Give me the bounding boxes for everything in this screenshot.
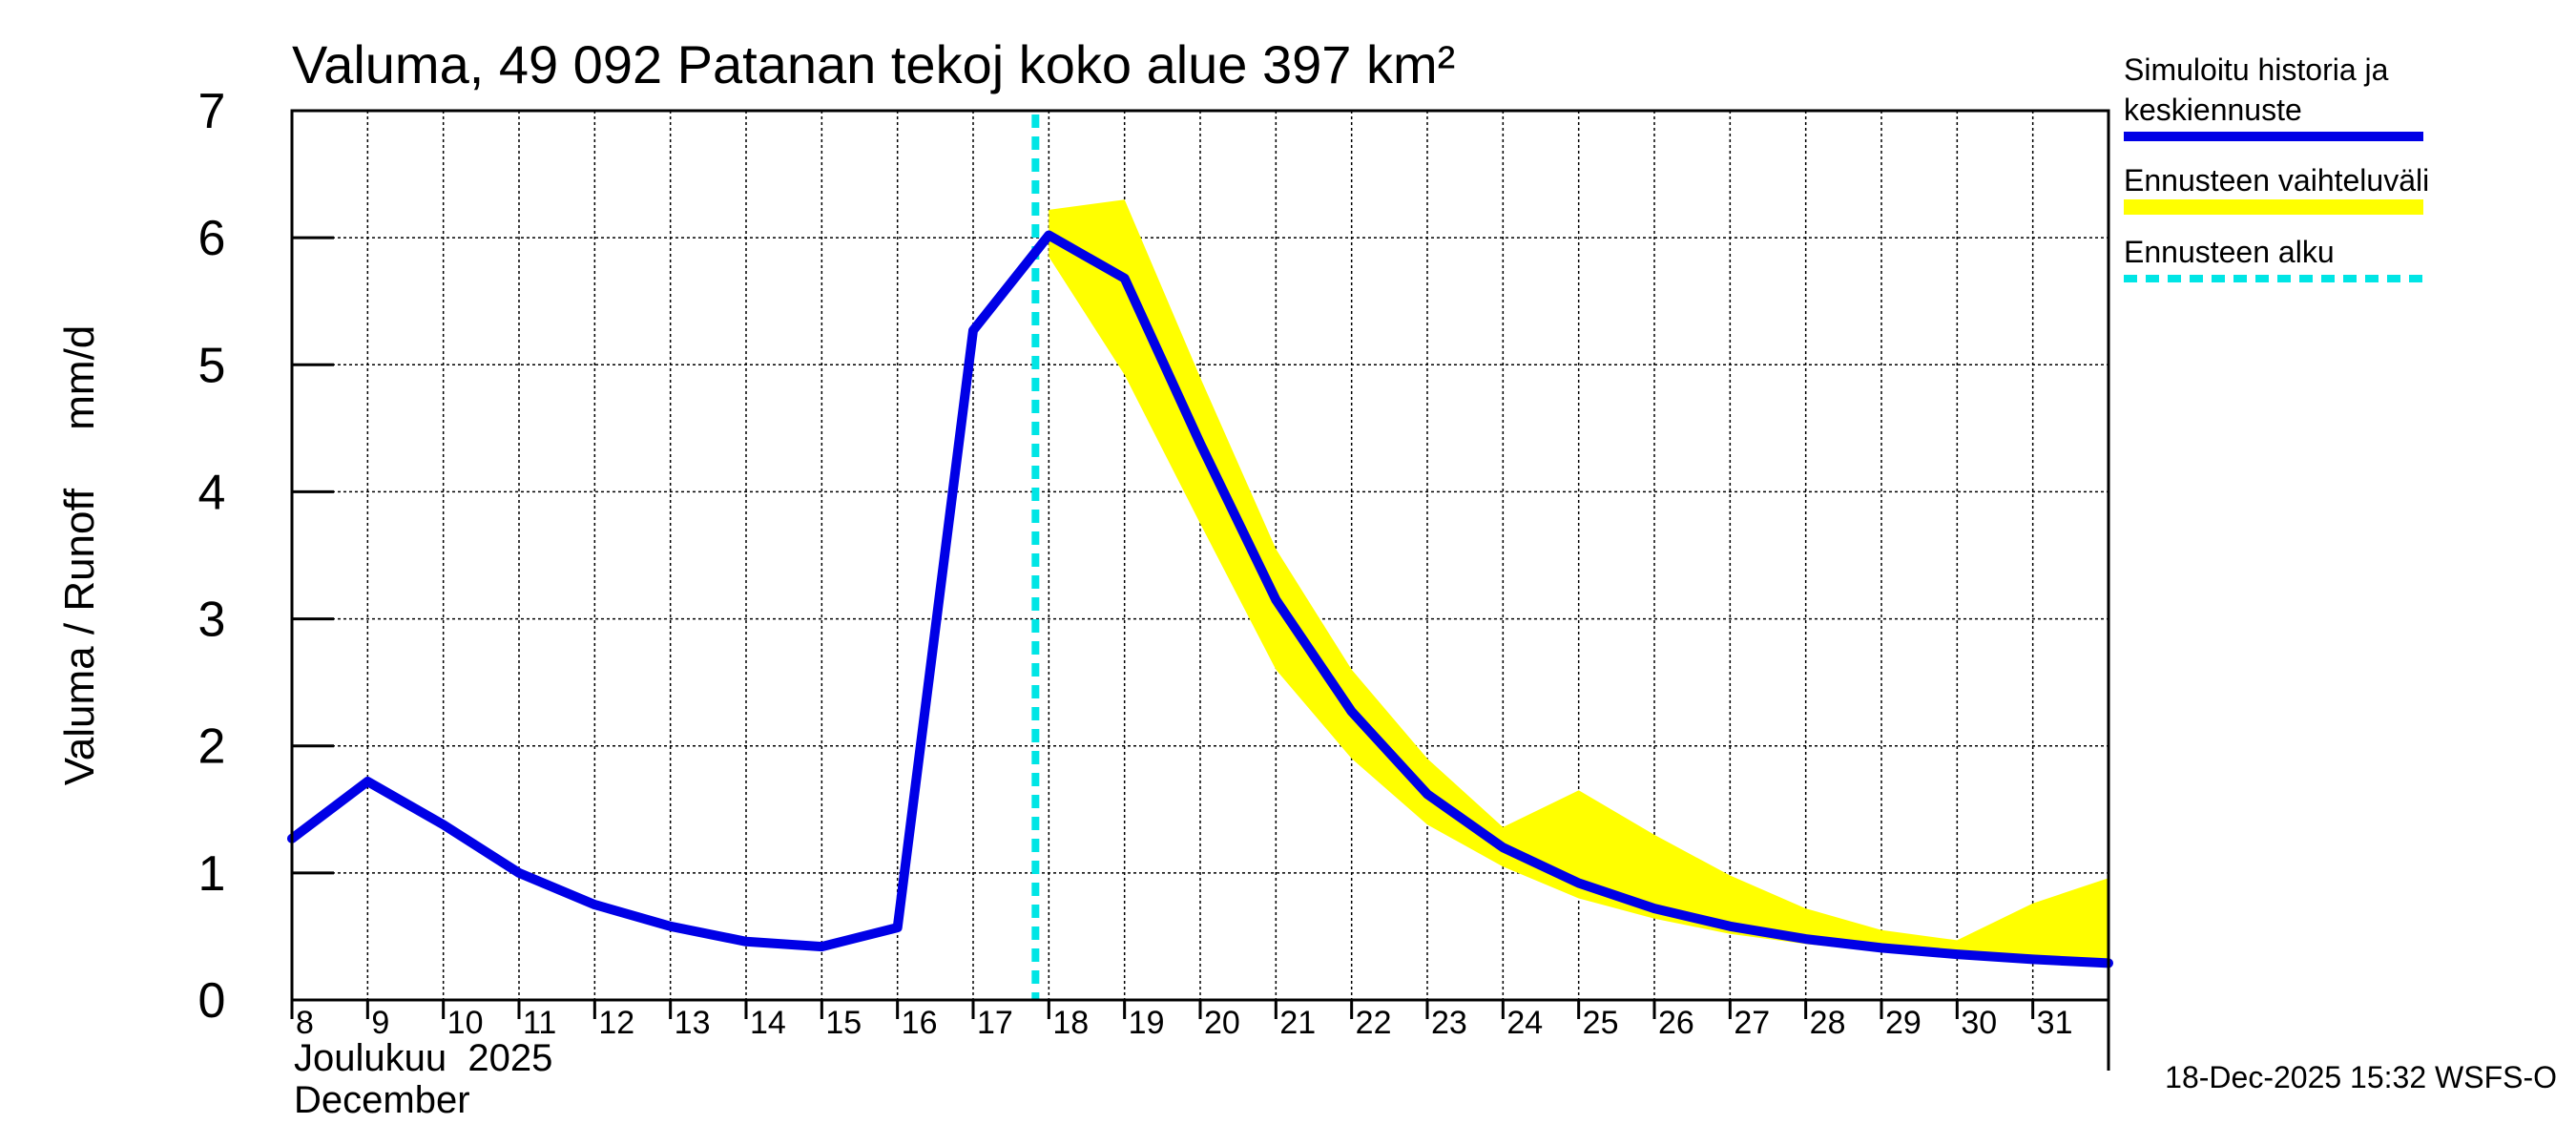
x-tick-label: 26 xyxy=(1658,1005,1694,1041)
x-tick-label: 13 xyxy=(675,1005,711,1041)
x-tick-label: 27 xyxy=(1734,1005,1770,1041)
y-axis-label: Valuma / Runoff mm/d xyxy=(56,325,103,786)
legend-label-simulated-line2: keskiennuste xyxy=(2124,93,2302,127)
x-tick-label: 31 xyxy=(2037,1005,2073,1041)
legend-label-forecast-start: Ennusteen alku xyxy=(2124,235,2335,269)
x-tick-label: 18 xyxy=(1052,1005,1089,1041)
x-tick-label: 9 xyxy=(371,1005,389,1041)
x-tick-label: 30 xyxy=(1961,1005,1997,1041)
footer-timestamp: 18-Dec-2025 15:32 WSFS-O xyxy=(2165,1060,2557,1094)
month-label-en: December xyxy=(294,1079,470,1121)
x-tick-label: 16 xyxy=(902,1005,938,1041)
x-tick-label: 8 xyxy=(296,1005,314,1041)
legend: Simuloitu historia ja keskiennuste Ennus… xyxy=(2124,52,2429,282)
y-tick-label: 3 xyxy=(198,593,226,648)
x-tick-label: 22 xyxy=(1356,1005,1392,1041)
y-tick-label: 0 xyxy=(198,973,226,1029)
x-tick-label: 11 xyxy=(523,1005,556,1041)
x-axis: 8 9 10 11 12 13 14 15 16 17 18 19 20 21 22 23 24 25 26 27 28… xyxy=(290,1000,2110,1071)
x-tick-label: 12 xyxy=(598,1005,634,1041)
y-tick-label: 7 xyxy=(198,84,226,139)
x-tick-label: 28 xyxy=(1810,1005,1846,1041)
x-tick-label: 29 xyxy=(1885,1005,1922,1041)
x-tick-label: 24 xyxy=(1506,1005,1543,1041)
y-tick-label: 4 xyxy=(198,465,226,520)
y-tick-label: 1 xyxy=(198,846,226,902)
x-tick-label: 15 xyxy=(825,1005,862,1041)
chart-title: Valuma, 49 092 Patanan tekoj koko alue 3… xyxy=(292,34,1455,94)
y-tick-label: 2 xyxy=(198,719,226,775)
x-tick-label: 17 xyxy=(977,1005,1013,1041)
y-tick-label: 6 xyxy=(198,211,226,266)
forecast-range-band xyxy=(1049,199,2109,965)
legend-label-range: Ennusteen vaihteluväli xyxy=(2124,163,2429,198)
x-tick-label: 10 xyxy=(447,1005,484,1041)
series-line-simulated xyxy=(287,230,2113,968)
x-tick-label: 20 xyxy=(1204,1005,1240,1041)
y-axis: 0 1 2 3 4 5 6 7 xyxy=(198,84,334,1029)
x-tick-label: 25 xyxy=(1583,1005,1619,1041)
month-label-fi: Joulukuu 2025 xyxy=(294,1037,552,1079)
x-tick-label: 23 xyxy=(1431,1005,1467,1041)
y-tick-label: 5 xyxy=(198,338,226,393)
legend-label-simulated-line1: Simuloitu historia ja xyxy=(2124,52,2389,87)
x-tick-label: 21 xyxy=(1279,1005,1316,1041)
x-tick-label: 19 xyxy=(1129,1005,1165,1041)
x-tick-label: 14 xyxy=(750,1005,786,1041)
